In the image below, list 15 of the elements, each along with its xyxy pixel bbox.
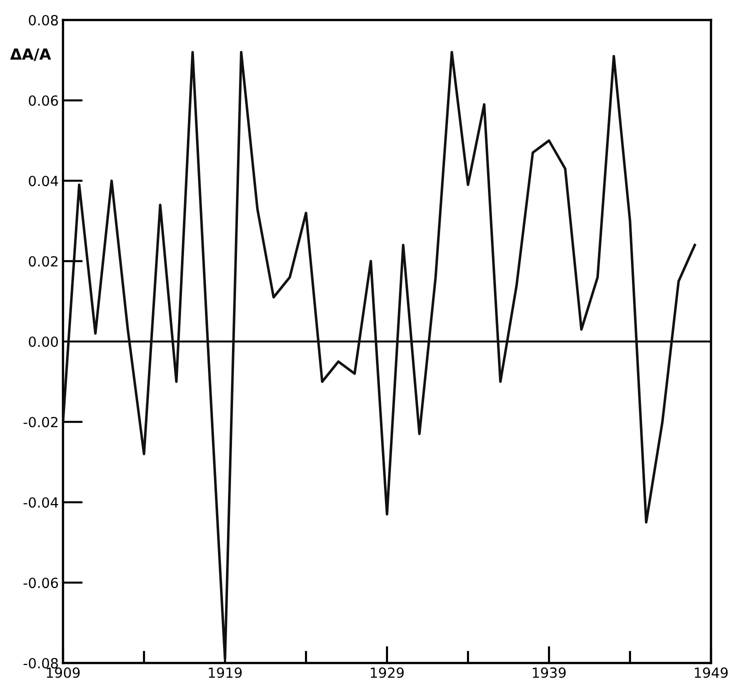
y-tick-label: 0.02 [28, 256, 58, 267]
y-tick-label: 0.04 [28, 176, 58, 186]
y-tick-label: -0.02 [24, 416, 58, 428]
y-tick-label: 0.06 [28, 95, 58, 106]
y-tick-label: -0.06 [24, 578, 58, 588]
y-tick-label: -0.04 [24, 497, 58, 508]
x-tick-label: 1919 [208, 667, 242, 678]
y-tick-label: -0.08 [24, 658, 58, 668]
x-tick-label: 1939 [532, 667, 566, 678]
y-axis-title: ΔA/A [10, 48, 52, 61]
x-tick-label: 1949 [694, 667, 728, 678]
y-tick-label: 0.08 [28, 14, 58, 26]
y-tick-label: 0.00 [28, 336, 58, 347]
x-tick-label: 1929 [370, 667, 404, 678]
x-tick-label: 1909 [46, 667, 80, 678]
